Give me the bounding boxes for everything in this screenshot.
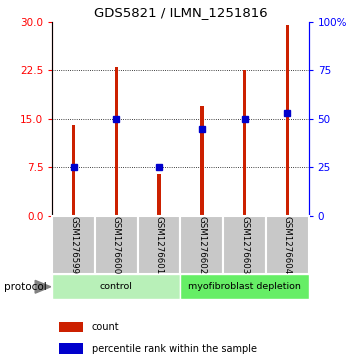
Text: count: count (92, 322, 119, 332)
Bar (157, 174, 161, 216)
Text: GSM1276600: GSM1276600 (112, 216, 121, 274)
Bar (60, 343, 83, 354)
Bar (52, 274, 180, 299)
Text: GSM1276604: GSM1276604 (283, 216, 292, 274)
Text: GSM1276599: GSM1276599 (69, 216, 78, 274)
Bar (95, 216, 138, 274)
Text: percentile rank within the sample: percentile rank within the sample (92, 343, 257, 354)
Bar (72, 125, 75, 216)
Text: GSM1276603: GSM1276603 (240, 216, 249, 274)
Bar (266, 216, 309, 274)
Bar (115, 67, 118, 216)
Text: GSM1276602: GSM1276602 (197, 216, 206, 274)
Bar (243, 70, 246, 216)
Title: GDS5821 / ILMN_1251816: GDS5821 / ILMN_1251816 (94, 6, 267, 19)
Bar (52, 216, 95, 274)
Polygon shape (35, 280, 51, 293)
Bar (60, 322, 83, 333)
Bar (286, 25, 289, 216)
Bar (180, 216, 223, 274)
Text: control: control (100, 282, 133, 291)
Bar (138, 216, 180, 274)
Text: myofibroblast depletion: myofibroblast depletion (188, 282, 301, 291)
Bar (200, 106, 204, 216)
Text: protocol: protocol (4, 282, 47, 292)
Text: GSM1276601: GSM1276601 (155, 216, 164, 274)
Bar (180, 274, 309, 299)
Bar (223, 216, 266, 274)
